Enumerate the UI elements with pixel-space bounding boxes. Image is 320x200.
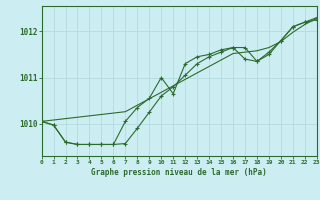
X-axis label: Graphe pression niveau de la mer (hPa): Graphe pression niveau de la mer (hPa) bbox=[91, 168, 267, 177]
